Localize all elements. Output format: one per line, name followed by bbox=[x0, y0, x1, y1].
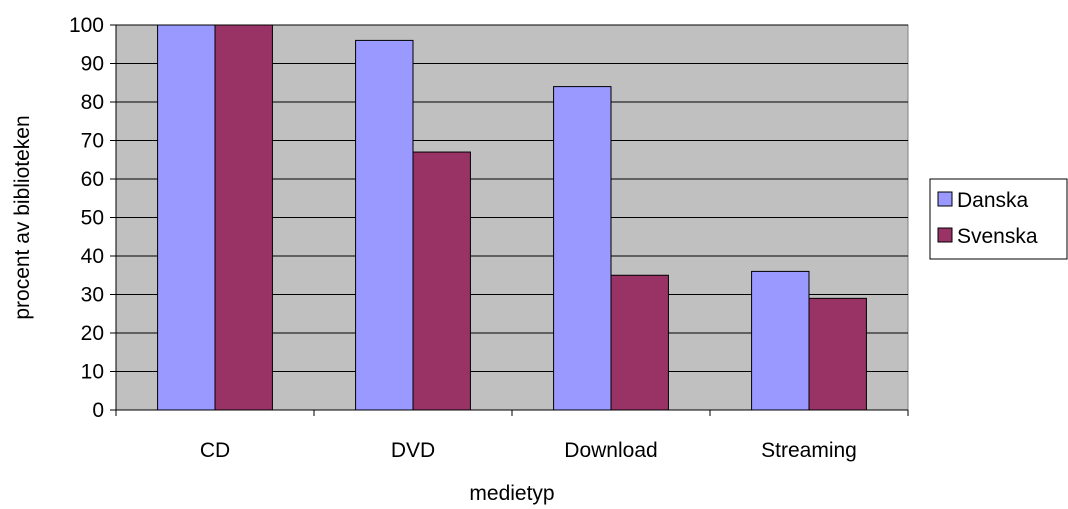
y-tick-label-50: 50 bbox=[81, 207, 104, 230]
x-tick-label-dvd: DVD bbox=[391, 439, 435, 462]
bar-danska-dvd bbox=[355, 39, 414, 411]
legend-swatch-svenska bbox=[937, 227, 953, 243]
x-tick-label-streaming: Streaming bbox=[761, 439, 857, 462]
legend-items: Danska Svenska bbox=[937, 189, 1038, 248]
bar-svenska-streaming bbox=[808, 297, 867, 411]
x-tick-labels: CD DVD Download Streaming bbox=[200, 439, 857, 462]
axes bbox=[110, 24, 909, 416]
x-tick-label-cd: CD bbox=[200, 439, 230, 462]
y-tick-labels: 0 10 20 30 40 50 60 70 80 90 100 bbox=[69, 14, 104, 422]
y-tick-label-10: 10 bbox=[81, 361, 104, 384]
x-axis-title: medietyp bbox=[469, 482, 554, 505]
bar-danska-streaming bbox=[751, 270, 810, 411]
legend-label-svenska: Svenska bbox=[957, 225, 1038, 248]
legend: Danska Svenska bbox=[929, 178, 1068, 260]
legend-box bbox=[929, 178, 1068, 260]
bar-svenska-dvd bbox=[412, 151, 471, 411]
y-tick-label-100: 100 bbox=[69, 14, 104, 37]
y-tick-label-40: 40 bbox=[81, 245, 104, 268]
y-tick-label-70: 70 bbox=[81, 130, 104, 153]
bar-svenska-cd bbox=[214, 24, 273, 411]
y-tick-label-90: 90 bbox=[81, 53, 104, 76]
legend-label-danska: Danska bbox=[957, 189, 1029, 212]
y-tick-label-80: 80 bbox=[81, 91, 104, 114]
y-tick-label-60: 60 bbox=[81, 168, 104, 191]
y-tick-label-0: 0 bbox=[92, 399, 104, 422]
y-tick-label-20: 20 bbox=[81, 322, 104, 345]
y-tick-label-30: 30 bbox=[81, 284, 104, 307]
bar-svenska-download bbox=[610, 274, 669, 411]
bar-danska-cd bbox=[157, 24, 216, 411]
legend-swatch-danska bbox=[937, 191, 953, 207]
bar-danska-download bbox=[553, 86, 612, 411]
x-tick-label-download: Download bbox=[564, 439, 657, 462]
y-axis-title: procent av biblioteken bbox=[11, 115, 34, 319]
